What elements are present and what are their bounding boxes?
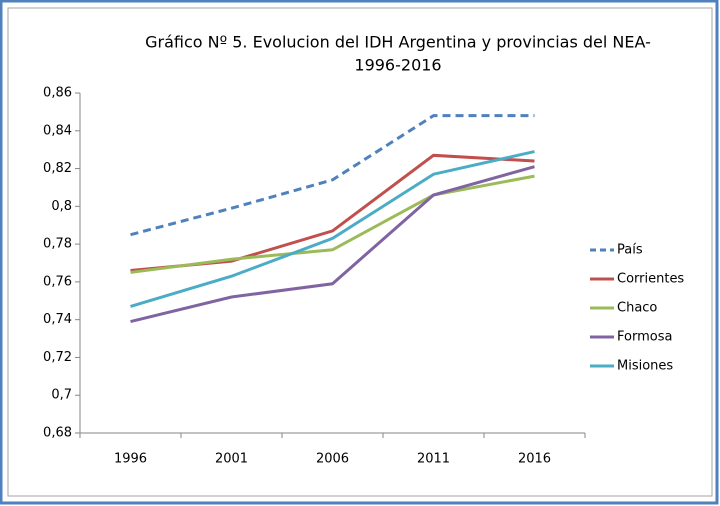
series-line xyxy=(130,165,535,324)
y-tick-label: 0,78 xyxy=(43,237,72,252)
legend-label: Misiones xyxy=(617,359,673,374)
legend-label: País xyxy=(617,243,643,258)
y-tick-label: 0,72 xyxy=(43,350,72,365)
chart-area xyxy=(7,7,713,497)
chart-title: 1996-2016 xyxy=(354,56,441,75)
x-tick-label: 2006 xyxy=(316,452,349,467)
x-tick-label: 1996 xyxy=(114,452,147,467)
y-tick-label: 0,84 xyxy=(43,123,72,138)
legend-label: Corrientes xyxy=(617,272,684,287)
chart-title: Gráfico Nº 5. Evolucion del IDH Argentin… xyxy=(145,33,651,52)
legend-label: Chaco xyxy=(617,301,657,316)
series-line xyxy=(130,150,535,308)
y-tick-label: 0,82 xyxy=(43,161,72,176)
x-tick-label: 2001 xyxy=(215,452,248,467)
y-tick-label: 0,7 xyxy=(51,388,72,403)
x-tick-label: 2011 xyxy=(417,452,450,467)
y-tick-label: 0,74 xyxy=(43,312,72,327)
y-tick-label: 0,76 xyxy=(43,274,72,289)
y-tick-label: 0,8 xyxy=(51,199,72,214)
y-tick-label: 0,68 xyxy=(43,426,72,441)
legend-label: Formosa xyxy=(617,330,672,345)
series-line xyxy=(130,174,535,274)
y-tick-label: 0,86 xyxy=(43,86,72,101)
x-tick-label: 2016 xyxy=(518,452,551,467)
series-line xyxy=(130,114,535,237)
